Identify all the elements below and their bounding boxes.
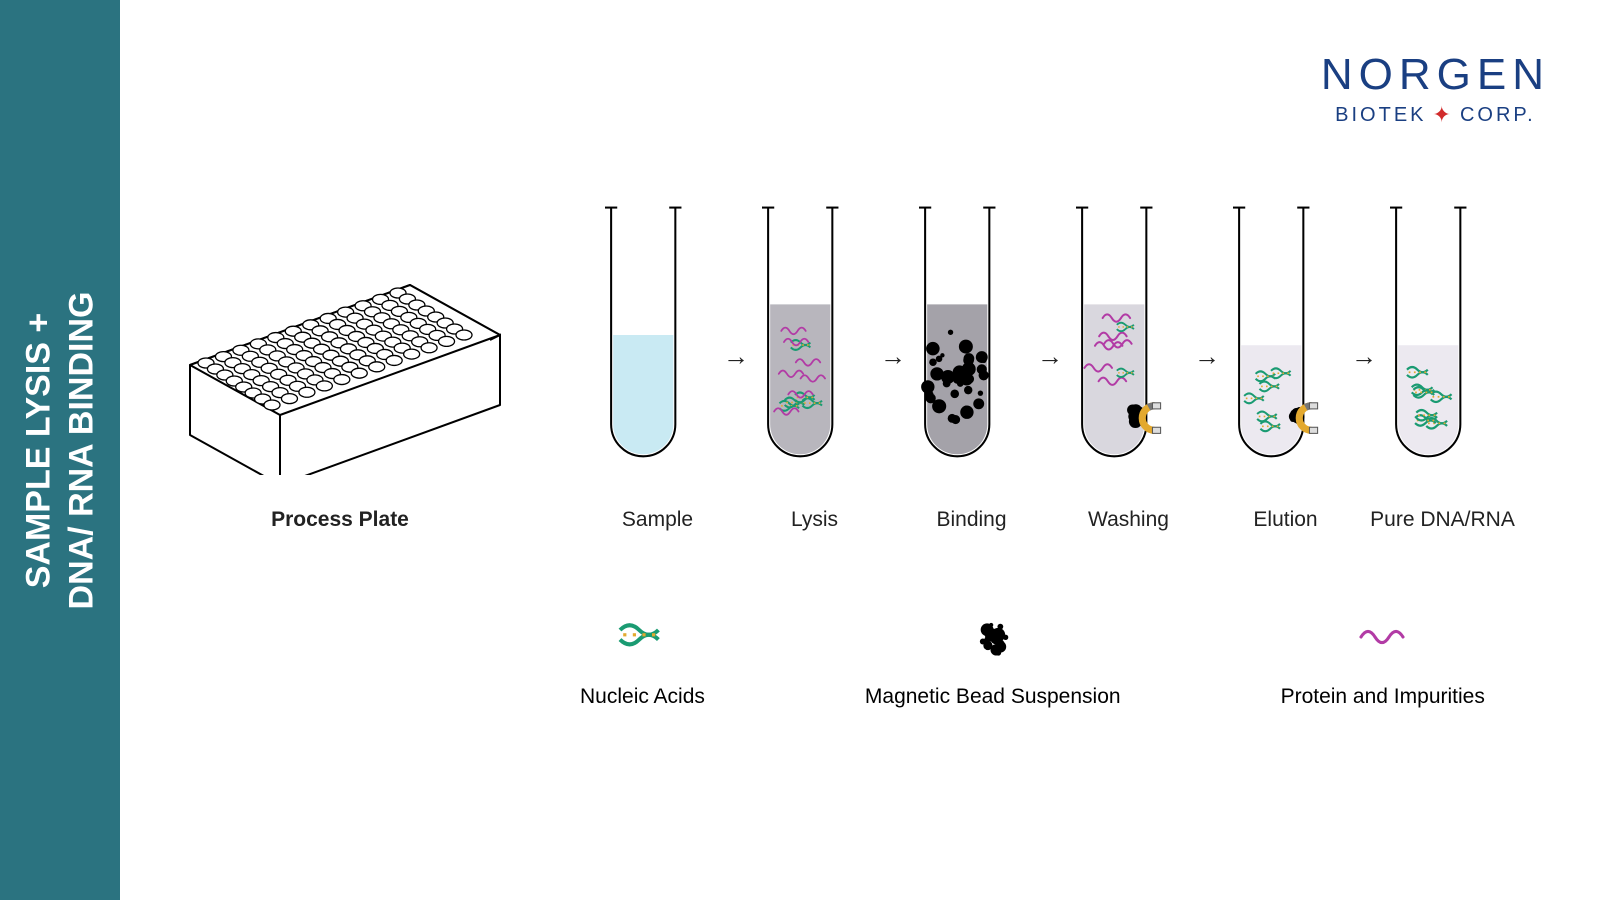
tube-elution: Elution bbox=[1208, 190, 1363, 532]
tube-caption: Sample bbox=[580, 508, 735, 532]
legend-squiggle: Protein and Impurities bbox=[1281, 612, 1485, 709]
main-diagram: Process Plate Sample → bbox=[140, 190, 1560, 709]
legend-dna: Nucleic Acids bbox=[580, 612, 705, 709]
tube-caption: Lysis bbox=[737, 508, 892, 532]
tube-binding: Binding bbox=[894, 190, 1049, 532]
tube-caption: Washing bbox=[1051, 508, 1206, 532]
plate-caption: Process Plate bbox=[140, 508, 540, 532]
tube-lysis: Lysis bbox=[737, 190, 892, 532]
sidebar: SAMPLE LYSIS + DNA/ RNA BINDING bbox=[0, 0, 120, 900]
legend-beads: Magnetic Bead Suspension bbox=[865, 612, 1121, 709]
tube-pure-dna-rna: Pure DNA/RNA bbox=[1365, 190, 1520, 532]
arrow-icon: → bbox=[880, 341, 906, 372]
tube-washing: Washing bbox=[1051, 190, 1206, 532]
beads-icon bbox=[865, 612, 1121, 667]
tube-sequence: Sample → bbox=[580, 190, 1520, 532]
tube-caption: Binding bbox=[894, 508, 1049, 532]
dna-icon bbox=[580, 612, 705, 667]
squiggle-icon bbox=[1281, 612, 1485, 667]
legend: Nucleic Acids Magnetic Bead Suspension Pro… bbox=[580, 612, 1560, 709]
arrow-icon: → bbox=[1037, 341, 1063, 372]
maple-leaf-icon: ✦ bbox=[1433, 102, 1454, 128]
tube-caption: Pure DNA/RNA bbox=[1365, 508, 1520, 532]
sidebar-title: SAMPLE LYSIS + DNA/ RNA BINDING bbox=[18, 291, 103, 609]
process-plate-icon bbox=[160, 195, 520, 475]
tube-sample: Sample bbox=[580, 190, 735, 532]
logo-sub: BIOTEK ✦ CORP. bbox=[1321, 102, 1550, 128]
logo-main: NORGEN bbox=[1321, 50, 1550, 100]
tube-caption: Elution bbox=[1208, 508, 1363, 532]
arrow-icon: → bbox=[723, 341, 749, 372]
arrow-icon: → bbox=[1351, 341, 1377, 372]
logo: NORGEN BIOTEK ✦ CORP. bbox=[1321, 50, 1550, 128]
process-plate-block: Process Plate bbox=[140, 195, 540, 532]
arrow-icon: → bbox=[1194, 341, 1220, 372]
